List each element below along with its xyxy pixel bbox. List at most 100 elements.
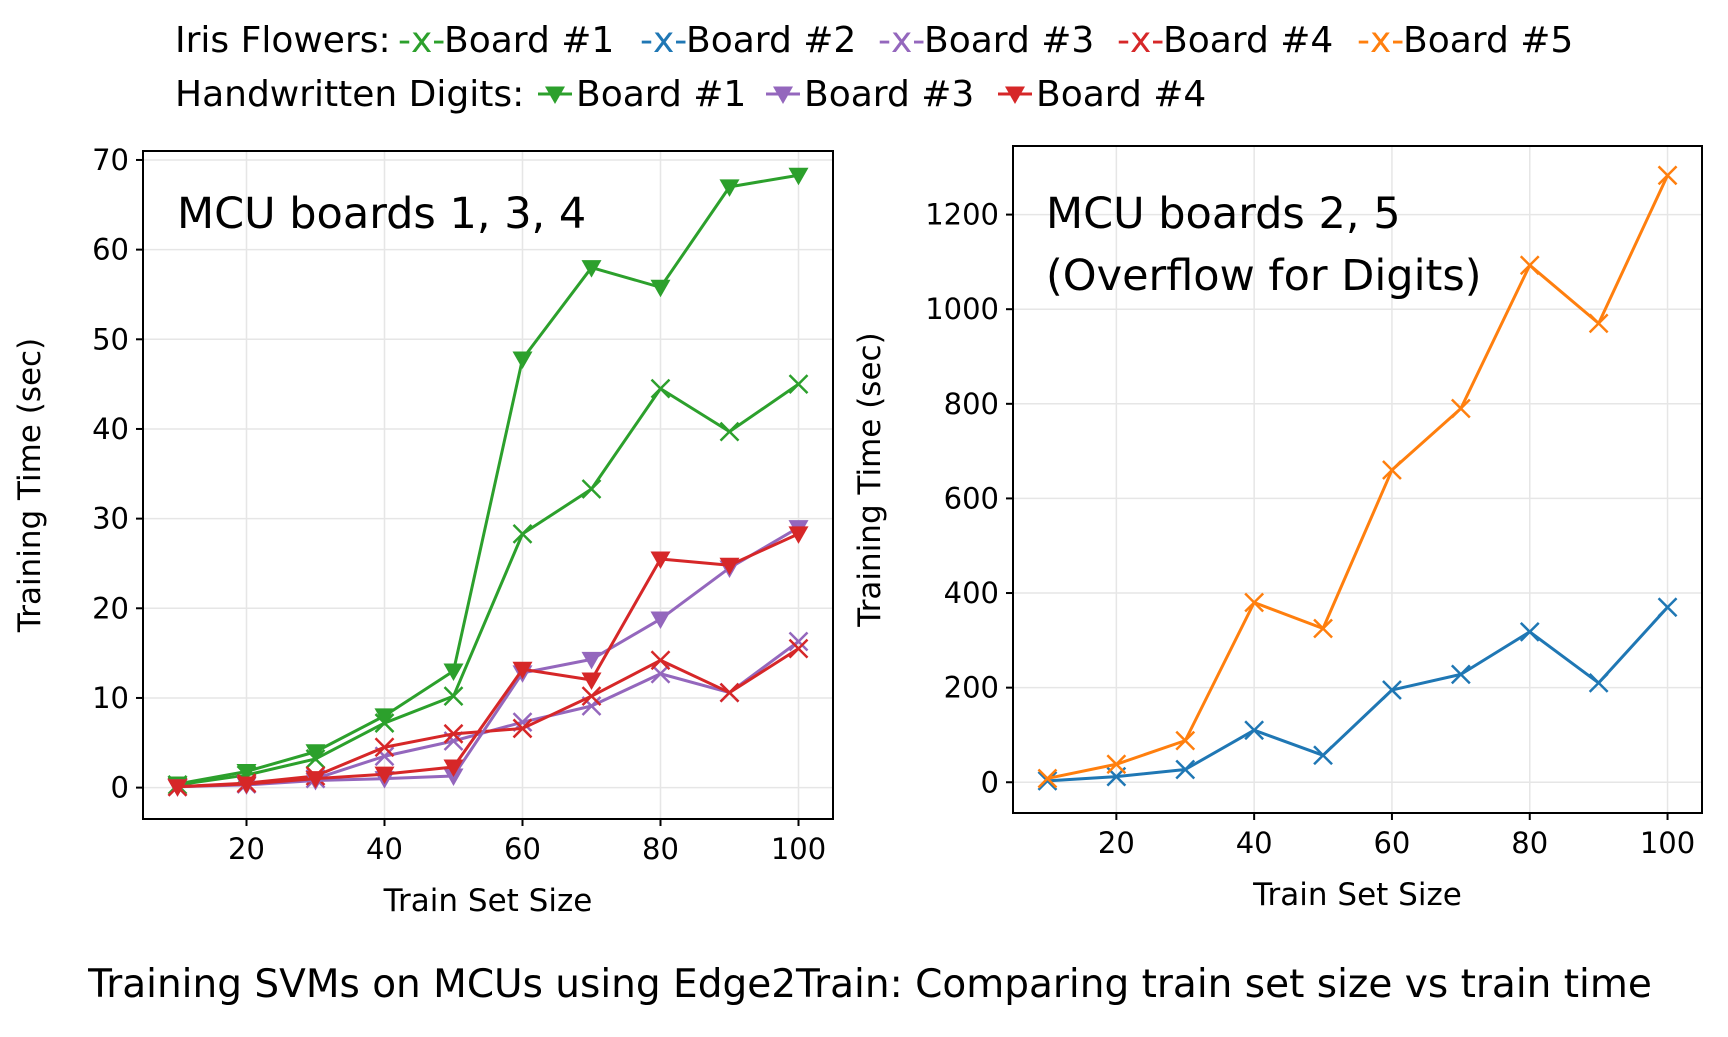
- legend-item: -x-Board #2: [640, 20, 856, 61]
- x-tick-label: 60: [504, 832, 541, 866]
- data-point: [1450, 398, 1471, 419]
- legend-marker: [773, 86, 793, 104]
- y-tick-label: 800: [944, 387, 999, 421]
- data-point: [650, 611, 671, 630]
- chart-annotation: (Overflow for Digits): [1046, 251, 1482, 301]
- y-tick-label: 20: [92, 591, 129, 625]
- data-point: [374, 708, 395, 726]
- x-tick-label: 20: [228, 832, 265, 866]
- x-tick-label: 100: [771, 832, 826, 866]
- y-axis-label: Training Time (sec): [12, 338, 48, 633]
- x-tick-label: 40: [1236, 826, 1273, 860]
- legend-row1-label: Iris Flowers:: [175, 20, 391, 61]
- chart-annotation: MCU boards 2, 5: [1046, 189, 1401, 239]
- legend-item: -x-Board #3: [878, 20, 1094, 61]
- data-point: [443, 768, 464, 786]
- chart-left: 20 40 60 80 100 0 10 20 30 40 50 60 70 Train Set Size…: [12, 143, 834, 919]
- series-line: [177, 173, 799, 786]
- x-tick-label: 20: [1098, 826, 1135, 860]
- data-point: [581, 651, 602, 670]
- data-point: [1037, 770, 1058, 791]
- data-point: [1382, 460, 1402, 480]
- data-point: [1244, 720, 1265, 741]
- data-point: [581, 479, 602, 499]
- y-tick-label: 60: [92, 233, 129, 267]
- legend-label: Board #4: [1036, 74, 1206, 115]
- data-point: [1588, 673, 1609, 693]
- data-point: [650, 279, 671, 298]
- y-tick-label: 10: [92, 681, 129, 715]
- legend-row2-items: Board #1 Board #3 Board #4: [538, 74, 1206, 115]
- x-tick-label: 100: [1640, 826, 1695, 860]
- legend-label: Board #3: [804, 74, 974, 115]
- x-axis-label: Train Set Size: [383, 883, 593, 919]
- data-point: [719, 557, 740, 576]
- legend-item: -x-Board #5: [1357, 20, 1573, 61]
- data-point: [305, 771, 326, 789]
- legend-item: -x-Board #4: [1117, 20, 1333, 61]
- data-point: [581, 260, 602, 278]
- data-point: [512, 351, 533, 370]
- y-tick-label: 400: [944, 576, 999, 610]
- data-point: [719, 421, 740, 442]
- data-point: [1588, 313, 1609, 334]
- data-point: [512, 661, 533, 680]
- legend-label: Board #1: [576, 74, 746, 115]
- data-point: [650, 650, 671, 671]
- data-point: [581, 672, 602, 691]
- data-point: [236, 763, 257, 782]
- x-tick-label: 80: [642, 832, 679, 866]
- x-tick-label: 60: [1373, 826, 1410, 860]
- y-tick-label: 0: [981, 765, 999, 799]
- y-tick-label: 0: [111, 771, 129, 805]
- data-point: [788, 631, 809, 652]
- data-point: [1519, 621, 1540, 642]
- chart-annotation: MCU boards 1, 3, 4: [177, 189, 586, 239]
- series-line: [1047, 174, 1669, 780]
- data-point: [1657, 165, 1678, 186]
- x-axis-label: Train Set Size: [1252, 877, 1462, 913]
- data-point: [788, 167, 809, 186]
- y-tick-label: 1000: [925, 292, 999, 326]
- data-point: [443, 723, 464, 744]
- data-point: [1382, 680, 1402, 700]
- series-line: [177, 382, 800, 787]
- data-point: [1175, 759, 1196, 780]
- data-point: [374, 766, 395, 785]
- data-point: [167, 779, 188, 797]
- plot-frame: [142, 150, 834, 820]
- plot-frame: [1012, 145, 1703, 814]
- data-point: [443, 663, 464, 682]
- data-point: [719, 179, 740, 197]
- series-line: [1047, 606, 1669, 783]
- y-tick-label: 200: [944, 671, 999, 705]
- data-point: [1313, 618, 1333, 639]
- y-tick-label: 600: [944, 481, 999, 515]
- x-tick-label: 40: [366, 832, 403, 866]
- legend-item: -x-Board #1: [398, 20, 614, 61]
- y-tick-label: 30: [92, 502, 129, 536]
- series-line: [177, 647, 800, 789]
- data-point: [236, 776, 257, 795]
- series-line: [177, 532, 800, 789]
- y-tick-label: 40: [92, 412, 129, 446]
- data-point: [512, 718, 533, 739]
- legend-item: Board #1: [538, 74, 746, 115]
- legend-marker: [1005, 86, 1025, 104]
- data-point: [443, 759, 464, 777]
- data-point: [788, 526, 809, 544]
- x-tick-label: 80: [1511, 826, 1548, 860]
- data-point: [512, 523, 533, 544]
- data-point: [1313, 745, 1333, 766]
- legend-item: Board #4: [998, 74, 1206, 115]
- data-point: [1657, 597, 1678, 618]
- data-point: [788, 374, 809, 395]
- y-tick-label: 50: [92, 322, 129, 356]
- y-tick-label: 70: [92, 143, 129, 177]
- data-point: [1244, 592, 1265, 613]
- data-point: [581, 686, 602, 707]
- y-axis-label: Training Time (sec): [852, 332, 888, 627]
- data-point: [650, 551, 671, 569]
